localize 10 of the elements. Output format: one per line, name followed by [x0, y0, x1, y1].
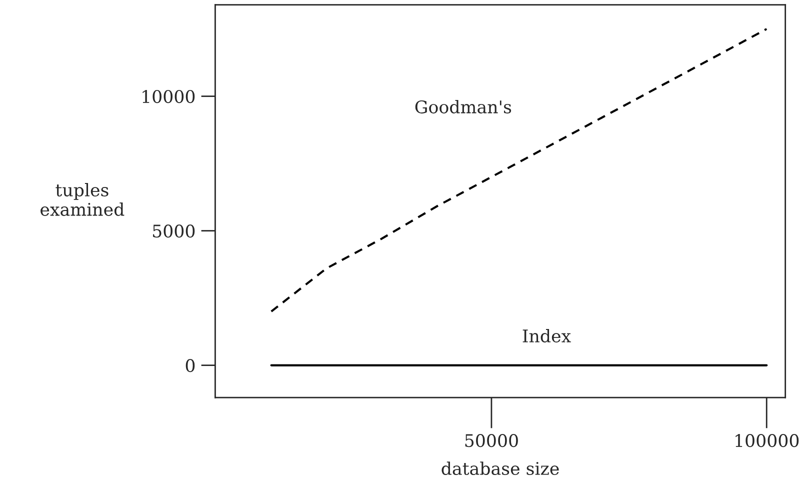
series-label: Index	[522, 329, 571, 342]
y-tick-label: 10000	[142, 90, 195, 104]
line-series	[270, 28, 768, 313]
x-tick-label: 100000	[736, 434, 799, 448]
y-tick-label: 5000	[153, 224, 195, 238]
x-axis-title: database size	[442, 462, 559, 476]
text: Goodman's	[415, 100, 512, 114]
x-tick-label: 50000	[465, 434, 518, 448]
y-tick-label: 0	[186, 358, 195, 372]
y-axis-title: tuples examined	[40, 183, 124, 216]
